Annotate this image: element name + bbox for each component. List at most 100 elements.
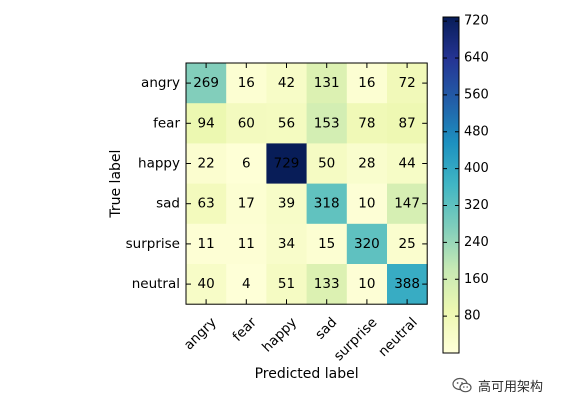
y-tick-label-fear: fear bbox=[153, 115, 180, 131]
y-axis-ticks: angry fear happy sad surprise neutral bbox=[126, 75, 428, 292]
heatmap-cell-happy-happy bbox=[266, 143, 308, 185]
cell-value-label: 28 bbox=[358, 156, 375, 172]
colorbar-tick-label: 400 bbox=[464, 161, 489, 176]
heatmap-cell-fear-neutral bbox=[387, 103, 428, 144]
cell-value-label: 39 bbox=[278, 196, 295, 212]
cell-value-label: 16 bbox=[238, 75, 255, 91]
heatmap-cell-neutral-happy bbox=[266, 264, 308, 305]
heatmap-cell-happy-angry bbox=[186, 143, 227, 185]
watermark: 高可用架构 bbox=[452, 376, 544, 395]
heatmap-cell-angry-surprise bbox=[346, 63, 388, 104]
heatmap-cell-sad-fear bbox=[226, 183, 267, 225]
heatmap-cells bbox=[186, 63, 428, 305]
cell-value-label: 78 bbox=[358, 115, 375, 131]
colorbar-tick-label: 720 bbox=[464, 14, 489, 29]
x-axis-label: Predicted label bbox=[255, 366, 359, 382]
cell-value-label: 320 bbox=[354, 236, 380, 252]
heatmap-cell-angry-fear bbox=[226, 63, 267, 104]
colorbar bbox=[442, 16, 460, 354]
cell-value-label: 94 bbox=[198, 115, 215, 131]
heatmap-cell-fear-angry bbox=[186, 103, 227, 144]
cell-value-label: 10 bbox=[358, 276, 375, 292]
cell-value-label: 22 bbox=[198, 156, 215, 172]
x-tick-label-neutral: neutral bbox=[375, 314, 420, 359]
colorbar-tick-label: 560 bbox=[464, 87, 489, 102]
heatmap-cell-surprise-neutral bbox=[387, 223, 428, 265]
heatmap-cell-neutral-angry bbox=[186, 264, 227, 305]
cell-value-label: 63 bbox=[198, 196, 215, 212]
x-tick-label-fear: fear bbox=[230, 314, 261, 345]
cell-value-label: 42 bbox=[278, 75, 295, 91]
cell-value-label: 40 bbox=[198, 276, 215, 292]
heatmap-cell-happy-sad bbox=[306, 143, 348, 185]
heatmap-cell-sad-surprise bbox=[346, 183, 388, 225]
y-tick-label-angry: angry bbox=[141, 75, 180, 91]
heatmap-cell-fear-happy bbox=[266, 103, 308, 144]
cell-value-label: 269 bbox=[193, 75, 219, 91]
heatmap-cell-sad-happy bbox=[266, 183, 308, 225]
cell-value-label: 131 bbox=[314, 75, 340, 91]
cell-value-label: 11 bbox=[198, 236, 215, 252]
matrix-frame bbox=[185, 62, 428, 305]
cell-value-label: 133 bbox=[314, 276, 340, 292]
watermark-text: 高可用架构 bbox=[478, 379, 544, 395]
heatmap-cell-fear-surprise bbox=[346, 103, 388, 144]
x-tick-label-sad: sad bbox=[312, 314, 340, 342]
heatmap-cell-surprise-fear bbox=[226, 223, 267, 265]
x-tick-label-angry: angry bbox=[181, 314, 220, 353]
x-tick-label-happy: happy bbox=[259, 314, 300, 355]
cell-value-label: 10 bbox=[358, 196, 375, 212]
heatmap-cell-surprise-happy bbox=[266, 223, 308, 265]
cell-value-label: 6 bbox=[242, 156, 251, 172]
cell-value-label: 51 bbox=[278, 276, 295, 292]
y-tick-label-happy: happy bbox=[138, 156, 180, 172]
y-axis-label: True label bbox=[108, 150, 124, 219]
colorbar-tick-label: 80 bbox=[464, 309, 481, 324]
heatmap-cell-neutral-surprise bbox=[346, 264, 388, 305]
cell-value-label: 17 bbox=[238, 196, 255, 212]
colorbar-tick-label: 240 bbox=[464, 235, 489, 250]
heatmap-cell-happy-neutral bbox=[387, 143, 428, 185]
colorbar-tick-label: 320 bbox=[464, 198, 489, 213]
heatmap-cell-angry-happy bbox=[266, 63, 308, 104]
heatmap-cell-neutral-neutral bbox=[387, 264, 428, 305]
cell-value-label: 147 bbox=[394, 196, 420, 212]
colorbar-tick-label: 640 bbox=[464, 51, 489, 66]
heatmap-cell-fear-fear bbox=[226, 103, 267, 144]
heatmap-cell-neutral-fear bbox=[226, 264, 267, 305]
heatmap-cell-angry-angry bbox=[186, 63, 227, 104]
y-tick-label-neutral: neutral bbox=[132, 276, 180, 292]
heatmap-cell-happy-fear bbox=[226, 143, 267, 185]
cell-value-label: 60 bbox=[238, 115, 255, 131]
heatmap-cell-happy-surprise bbox=[346, 143, 388, 185]
y-tick-label-surprise: surprise bbox=[126, 236, 180, 252]
heatmap-cell-fear-sad bbox=[306, 103, 348, 144]
heatmap-cell-sad-angry bbox=[186, 183, 227, 225]
cell-value-label: 72 bbox=[399, 75, 416, 91]
y-tick-label-sad: sad bbox=[156, 196, 180, 212]
cell-value-label: 388 bbox=[394, 276, 420, 292]
cell-value-label: 25 bbox=[399, 236, 416, 252]
colorbar-ticks: 80 160 240 320 400 480 560 640 720 bbox=[443, 14, 489, 324]
cell-value-label: 56 bbox=[278, 115, 295, 131]
cell-value-label: 153 bbox=[314, 115, 340, 131]
heatmap-cell-angry-sad bbox=[306, 63, 348, 104]
cell-value-labels: 269 16 42 131 16 72 94 60 56 153 78 87 22 6 729 50 28 44 6… bbox=[193, 75, 420, 292]
cell-value-label: 16 bbox=[358, 75, 375, 91]
colorbar-tick-label: 480 bbox=[464, 124, 489, 139]
heatmap-cell-sad-neutral bbox=[387, 183, 428, 225]
heatmap-cell-neutral-sad bbox=[306, 264, 348, 305]
cell-value-label: 34 bbox=[278, 236, 295, 252]
colorbar-tick-label: 160 bbox=[464, 272, 489, 287]
heatmap-cell-sad-sad bbox=[306, 183, 348, 225]
heatmap-cell-surprise-sad bbox=[306, 223, 348, 265]
cell-value-label: 11 bbox=[238, 236, 255, 252]
wechat-logo-icon bbox=[452, 377, 472, 393]
cell-value-label: 15 bbox=[318, 236, 335, 252]
cell-value-label: 50 bbox=[318, 156, 335, 172]
cell-value-label: 729 bbox=[274, 156, 300, 172]
cell-value-label: 4 bbox=[242, 276, 251, 292]
cell-value-label: 318 bbox=[314, 196, 340, 212]
